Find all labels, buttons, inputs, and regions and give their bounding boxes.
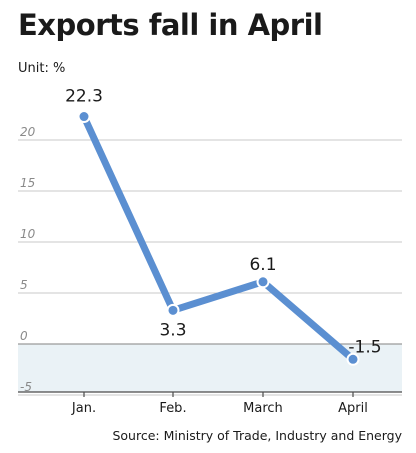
data-label: -1.5 (348, 337, 381, 357)
data-labels: 22.3 3.3 6.1 -1.5 (65, 87, 382, 358)
x-tick-labels: Jan. Feb. March April (71, 392, 368, 416)
data-points (77, 110, 360, 366)
x-tick-label: Jan. (71, 401, 96, 416)
y-tick-label: 15 (20, 176, 35, 190)
data-point (77, 110, 91, 124)
x-tick-label: April (338, 401, 368, 416)
data-label: 3.3 (159, 320, 186, 340)
y-tick-labels: 20 15 10 5 0 -5 (20, 125, 36, 394)
data-label: 22.3 (65, 87, 103, 107)
y-tick-label: 0 (20, 329, 28, 343)
export-growth-line (80, 113, 357, 363)
unit-label: Unit: % (18, 61, 66, 76)
y-tick-label: 10 (20, 227, 36, 241)
data-label: 6.1 (249, 255, 276, 275)
x-tick-label: March (243, 401, 283, 416)
x-tick-label: Feb. (159, 401, 186, 416)
source-note: Source: Ministry of Trade, Industry and … (112, 428, 402, 443)
y-tick-label: 20 (20, 125, 36, 139)
data-point (256, 275, 270, 289)
data-point (346, 352, 360, 366)
y-tick-label: 5 (20, 278, 28, 292)
data-point (166, 303, 180, 317)
chart-title: Exports fall in April (18, 8, 323, 42)
y-tick-label: -5 (20, 380, 32, 394)
negative-region-band (18, 344, 402, 392)
